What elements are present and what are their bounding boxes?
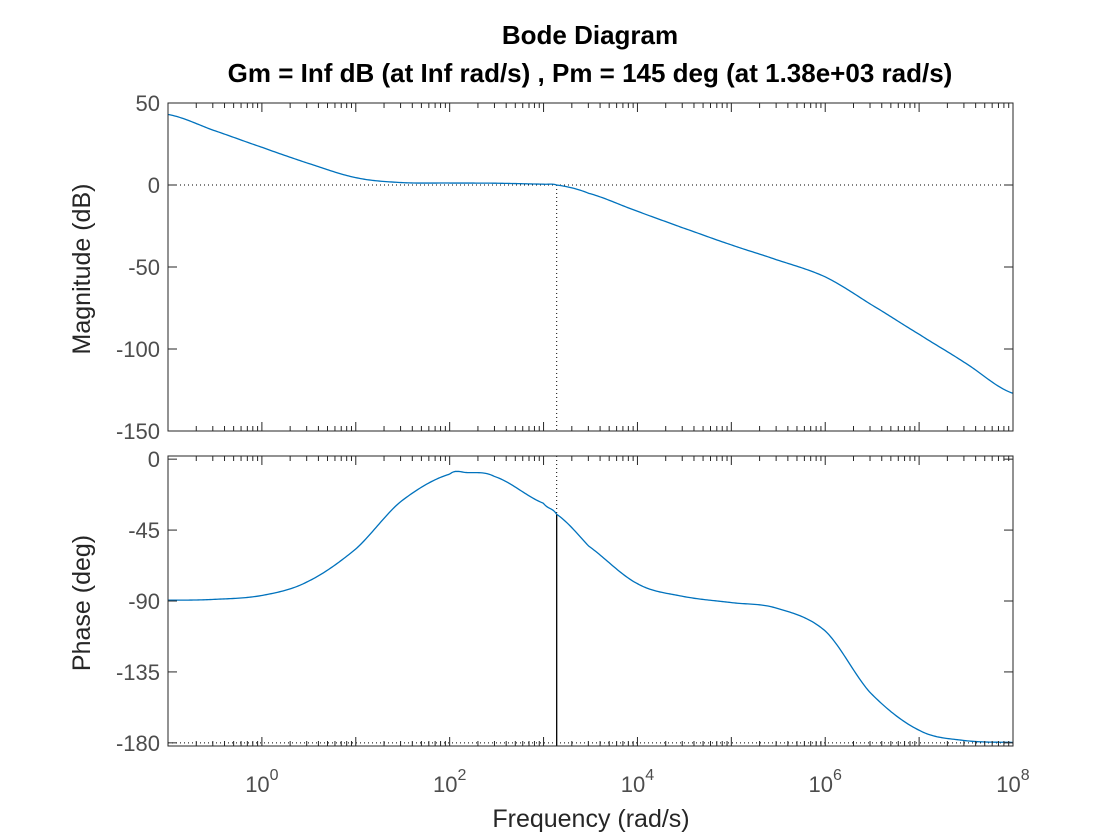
x-tick-label: 104 bbox=[621, 767, 654, 797]
magnitude-y-tick-label: -100 bbox=[116, 337, 160, 362]
x-tick-label: 108 bbox=[996, 767, 1029, 797]
x-tick-label: 106 bbox=[809, 767, 842, 797]
magnitude-series-line bbox=[167, 113, 1014, 394]
chart-subtitle: Gm = Inf dB (at Inf rad/s) , Pm = 145 de… bbox=[228, 58, 953, 88]
magnitude-y-tick-label: 0 bbox=[148, 173, 160, 198]
phase-y-axis-label: Phase (deg) bbox=[68, 535, 96, 671]
chart-title: Bode Diagram bbox=[502, 20, 678, 50]
x-axis-label: Frequency (rad/s) bbox=[492, 805, 689, 833]
phase-y-tick-label: -90 bbox=[128, 589, 160, 614]
magnitude-y-tick-label: -50 bbox=[128, 255, 160, 280]
x-tick-label: 102 bbox=[433, 767, 466, 797]
phase-series-line bbox=[167, 470, 1014, 744]
phase-y-tick-label: 0 bbox=[148, 447, 160, 472]
phase-panel: 0 -45 -90 -135 -180 bbox=[116, 447, 1014, 756]
phase-y-tick-label: -180 bbox=[116, 731, 160, 756]
phase-y-tick-label: -45 bbox=[128, 518, 160, 543]
magnitude-y-axis-label: Magnitude (dB) bbox=[68, 184, 96, 355]
x-tick-label: 100 bbox=[245, 767, 278, 797]
magnitude-axes-box bbox=[167, 102, 1014, 432]
magnitude-y-tick-label: -150 bbox=[116, 419, 160, 444]
magnitude-panel: 50 0 -50 -100 -150 bbox=[116, 91, 1014, 444]
phase-axes-box bbox=[167, 455, 1014, 747]
phase-y-tick-label: -135 bbox=[116, 660, 160, 685]
magnitude-y-tick-label: 50 bbox=[136, 91, 160, 116]
x-tick-labels: 100 102 104 106 108 bbox=[245, 767, 1030, 797]
